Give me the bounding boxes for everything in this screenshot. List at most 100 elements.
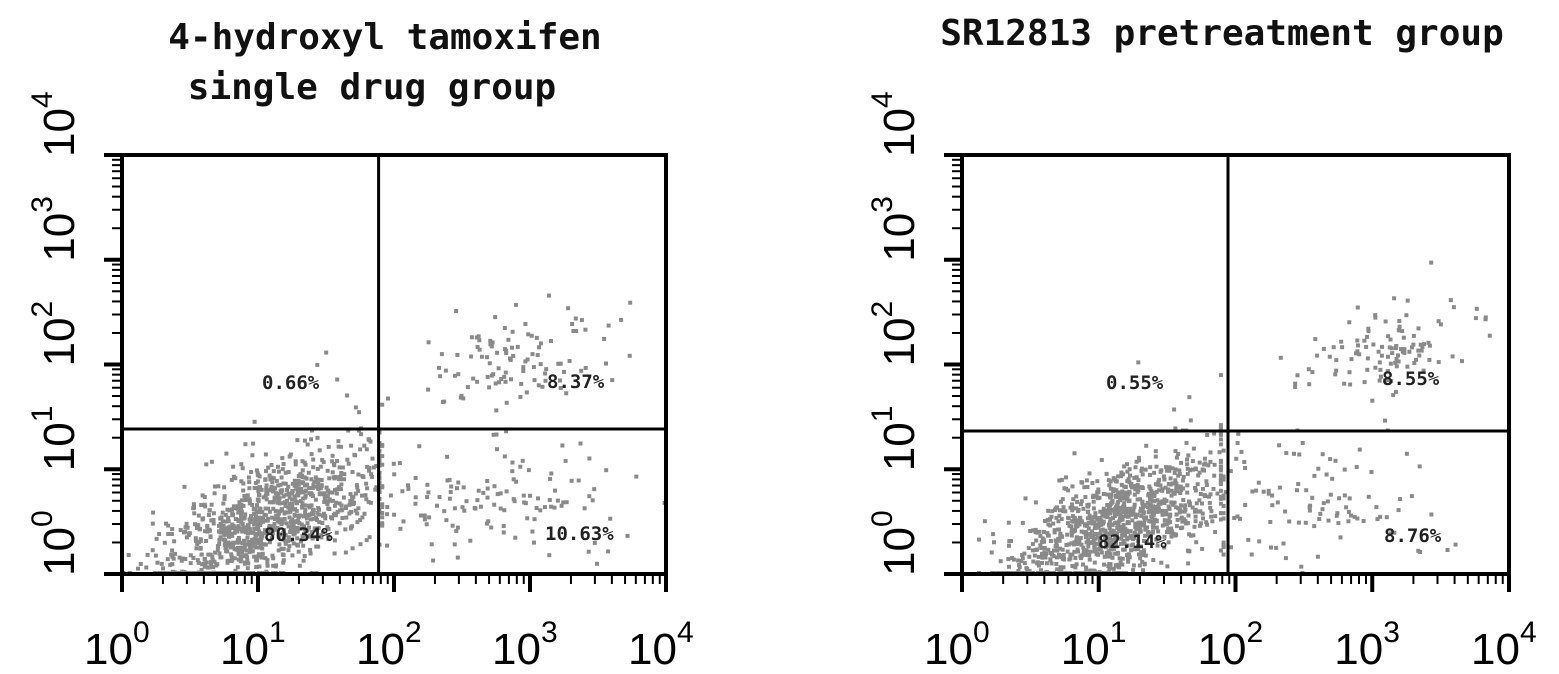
data-point xyxy=(578,441,583,446)
data-point xyxy=(1172,470,1177,475)
data-point xyxy=(1039,540,1044,545)
data-point xyxy=(1049,514,1054,519)
data-point xyxy=(309,437,314,442)
data-point xyxy=(1127,536,1132,541)
data-point xyxy=(1218,423,1223,428)
data-point xyxy=(628,300,633,305)
data-point xyxy=(240,466,245,471)
data-point xyxy=(1058,546,1062,551)
data-point xyxy=(1081,551,1086,556)
data-point xyxy=(1166,489,1170,494)
data-point xyxy=(462,508,467,513)
data-point xyxy=(543,371,548,376)
data-point xyxy=(1208,505,1213,510)
data-point xyxy=(286,505,291,510)
data-point xyxy=(1155,509,1160,514)
data-point xyxy=(345,393,350,398)
data-point xyxy=(1320,507,1325,512)
data-point xyxy=(1166,518,1171,523)
data-point xyxy=(283,470,288,475)
data-point xyxy=(1110,537,1115,542)
data-point xyxy=(208,535,213,540)
data-point xyxy=(327,497,332,502)
data-point xyxy=(331,498,335,503)
data-point xyxy=(255,519,260,524)
data-point xyxy=(1120,507,1125,512)
data-point xyxy=(250,453,255,458)
data-point xyxy=(290,507,295,512)
data-point xyxy=(303,493,308,498)
data-point xyxy=(1373,315,1378,320)
data-point xyxy=(1102,554,1107,559)
data-point xyxy=(1320,452,1325,457)
data-point xyxy=(1146,510,1151,515)
data-point xyxy=(1131,563,1136,568)
data-point xyxy=(1071,497,1076,502)
data-point xyxy=(193,522,197,527)
data-point xyxy=(1308,503,1313,508)
data-point xyxy=(241,529,246,534)
data-point xyxy=(355,520,360,525)
data-point xyxy=(1349,357,1354,362)
data-point xyxy=(299,522,304,527)
data-point xyxy=(1111,476,1116,481)
data-point xyxy=(1392,296,1397,301)
data-point xyxy=(1120,556,1125,561)
data-point xyxy=(488,338,493,343)
data-point xyxy=(247,498,252,503)
data-point xyxy=(286,470,291,474)
data-point xyxy=(358,518,363,522)
data-point xyxy=(610,378,615,383)
data-point xyxy=(1144,443,1149,448)
data-point xyxy=(529,333,534,338)
data-point xyxy=(503,370,508,375)
data-point xyxy=(263,506,268,511)
data-point xyxy=(522,500,527,505)
data-point xyxy=(1147,491,1151,496)
data-point xyxy=(374,485,379,490)
data-point xyxy=(362,443,367,448)
data-point xyxy=(1056,527,1061,532)
data-point xyxy=(1057,552,1061,557)
x-axis: 100 101 102 103 104 xyxy=(84,574,694,674)
data-point xyxy=(1391,393,1396,398)
data-point xyxy=(1115,551,1120,556)
data-point xyxy=(306,470,311,475)
data-point xyxy=(183,525,188,530)
data-point xyxy=(1200,546,1205,551)
data-point xyxy=(478,504,483,509)
data-point xyxy=(297,563,302,568)
data-point xyxy=(438,374,443,379)
data-point xyxy=(1266,488,1271,493)
data-point xyxy=(1061,509,1066,514)
data-point xyxy=(1138,556,1143,561)
data-point xyxy=(1108,562,1113,567)
data-point xyxy=(1198,492,1203,496)
data-point xyxy=(1111,532,1116,537)
data-point xyxy=(1070,508,1075,513)
data-point xyxy=(1157,536,1162,541)
data-point xyxy=(283,541,288,546)
data-point xyxy=(256,540,260,545)
data-point xyxy=(1124,506,1129,511)
data-point xyxy=(251,441,256,446)
data-point xyxy=(570,322,575,326)
data-point xyxy=(1138,497,1143,502)
data-point xyxy=(1110,522,1115,527)
data-point xyxy=(173,551,178,556)
data-point xyxy=(254,545,259,550)
data-point xyxy=(1121,547,1126,552)
data-point xyxy=(1054,562,1059,566)
data-point xyxy=(217,551,222,556)
data-point xyxy=(1355,305,1360,310)
data-point xyxy=(1082,485,1087,490)
data-point xyxy=(1109,501,1114,506)
data-point xyxy=(315,517,320,522)
data-point xyxy=(1148,472,1152,477)
data-point xyxy=(1074,538,1079,543)
data-point xyxy=(1107,567,1112,572)
data-point xyxy=(1072,549,1077,554)
data-point xyxy=(1190,505,1195,510)
data-point xyxy=(276,464,280,469)
